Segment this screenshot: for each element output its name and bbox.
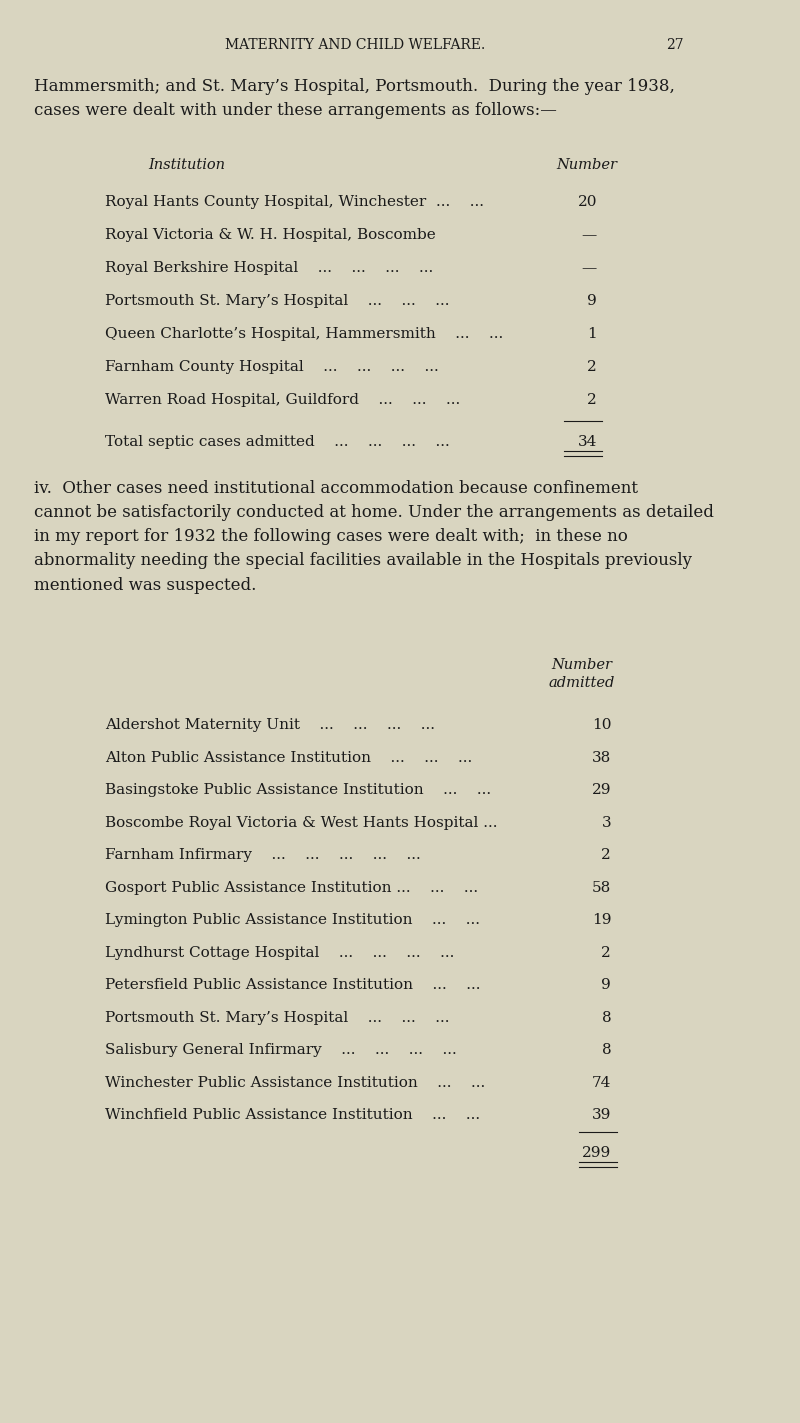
- Text: 10: 10: [592, 719, 611, 731]
- Text: Gosport Public Assistance Institution ...    ...    ...: Gosport Public Assistance Institution ..…: [105, 881, 488, 895]
- Text: 299: 299: [582, 1146, 611, 1160]
- Text: Lyndhurst Cottage Hospital    ...    ...    ...    ...: Lyndhurst Cottage Hospital ... ... ... .…: [105, 945, 464, 959]
- Text: Lymington Public Assistance Institution    ...    ...: Lymington Public Assistance Institution …: [105, 914, 490, 926]
- Text: Portsmouth St. Mary’s Hospital    ...    ...    ...: Portsmouth St. Mary’s Hospital ... ... .…: [105, 295, 459, 307]
- Text: Winchfield Public Assistance Institution    ...    ...: Winchfield Public Assistance Institution…: [105, 1109, 490, 1121]
- Text: 8: 8: [602, 1043, 611, 1057]
- Text: Portsmouth St. Mary’s Hospital    ...    ...    ...: Portsmouth St. Mary’s Hospital ... ... .…: [105, 1010, 459, 1025]
- Text: 39: 39: [592, 1109, 611, 1121]
- Text: MATERNITY AND CHILD WELFARE.: MATERNITY AND CHILD WELFARE.: [226, 38, 486, 53]
- Text: 2: 2: [587, 360, 597, 374]
- Text: Total septic cases admitted    ...    ...    ...    ...: Total septic cases admitted ... ... ... …: [105, 435, 459, 450]
- Text: 3: 3: [602, 815, 611, 830]
- Text: Boscombe Royal Victoria & West Hants Hospital ...: Boscombe Royal Victoria & West Hants Hos…: [105, 815, 507, 830]
- Text: Hammersmith; and St. Mary’s Hospital, Portsmouth.  During the year 1938,
cases w: Hammersmith; and St. Mary’s Hospital, Po…: [34, 78, 674, 120]
- Text: 38: 38: [592, 750, 611, 764]
- Text: Institution: Institution: [148, 158, 225, 172]
- Text: Farnham Infirmary    ...    ...    ...    ...    ...: Farnham Infirmary ... ... ... ... ...: [105, 848, 430, 862]
- Text: Royal Hants County Hospital, Winchester  ...    ...: Royal Hants County Hospital, Winchester …: [105, 195, 494, 209]
- Text: 2: 2: [602, 945, 611, 959]
- Text: 29: 29: [592, 783, 611, 797]
- Text: —: —: [582, 260, 597, 275]
- Text: Royal Victoria & W. H. Hospital, Boscombe: Royal Victoria & W. H. Hospital, Boscomb…: [105, 228, 435, 242]
- Text: Number
admitted: Number admitted: [549, 657, 615, 690]
- Text: 20: 20: [578, 195, 597, 209]
- Text: Basingstoke Public Assistance Institution    ...    ...: Basingstoke Public Assistance Institutio…: [105, 783, 501, 797]
- Text: 2: 2: [587, 393, 597, 407]
- Text: 19: 19: [592, 914, 611, 926]
- Text: 9: 9: [587, 295, 597, 307]
- Text: 9: 9: [602, 978, 611, 992]
- Text: 8: 8: [602, 1010, 611, 1025]
- Text: 74: 74: [592, 1076, 611, 1090]
- Text: Winchester Public Assistance Institution    ...    ...: Winchester Public Assistance Institution…: [105, 1076, 495, 1090]
- Text: Aldershot Maternity Unit    ...    ...    ...    ...: Aldershot Maternity Unit ... ... ... ...: [105, 719, 445, 731]
- Text: Salisbury General Infirmary    ...    ...    ...    ...: Salisbury General Infirmary ... ... ... …: [105, 1043, 466, 1057]
- Text: Royal Berkshire Hospital    ...    ...    ...    ...: Royal Berkshire Hospital ... ... ... ...: [105, 260, 443, 275]
- Text: —: —: [582, 228, 597, 242]
- Text: 27: 27: [666, 38, 684, 53]
- Text: 58: 58: [592, 881, 611, 895]
- Text: Petersfield Public Assistance Institution    ...    ...: Petersfield Public Assistance Institutio…: [105, 978, 490, 992]
- Text: Farnham County Hospital    ...    ...    ...    ...: Farnham County Hospital ... ... ... ...: [105, 360, 448, 374]
- Text: 2: 2: [602, 848, 611, 862]
- Text: 34: 34: [578, 435, 597, 450]
- Text: iv.  Other cases need institutional accommodation because confinement
cannot be : iv. Other cases need institutional accom…: [34, 480, 714, 593]
- Text: Number: Number: [556, 158, 617, 172]
- Text: Alton Public Assistance Institution    ...    ...    ...: Alton Public Assistance Institution ... …: [105, 750, 482, 764]
- Text: 1: 1: [587, 327, 597, 342]
- Text: Queen Charlotte’s Hospital, Hammersmith    ...    ...: Queen Charlotte’s Hospital, Hammersmith …: [105, 327, 513, 342]
- Text: Warren Road Hospital, Guildford    ...    ...    ...: Warren Road Hospital, Guildford ... ... …: [105, 393, 470, 407]
